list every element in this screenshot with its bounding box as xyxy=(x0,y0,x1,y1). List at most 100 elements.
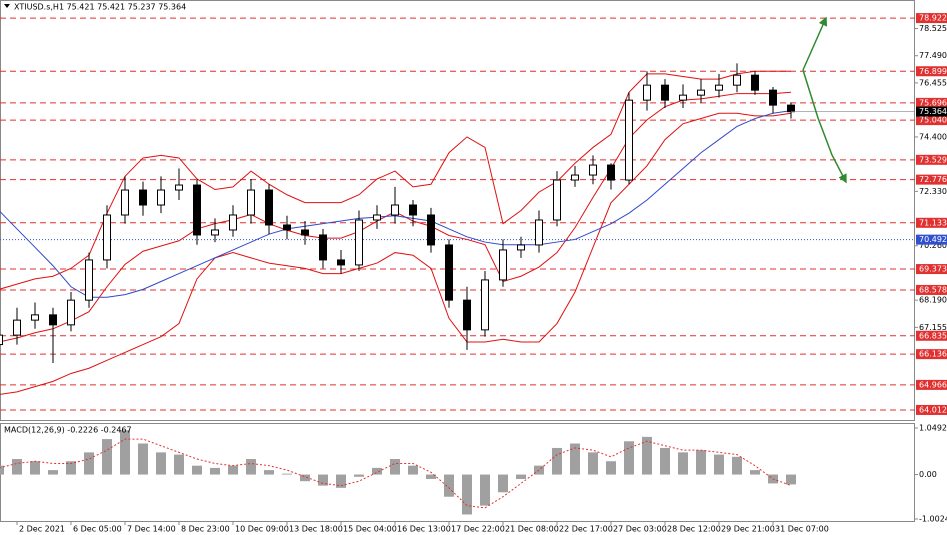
macd-bar xyxy=(732,456,742,475)
menu-triangle xyxy=(4,4,10,8)
level-label: 68.578 xyxy=(919,285,947,294)
macd-bar xyxy=(750,470,760,475)
macd-bar xyxy=(354,474,364,477)
candle-body xyxy=(373,214,381,221)
level-label-box xyxy=(916,349,947,360)
macd-frame xyxy=(0,423,915,522)
macd-bar xyxy=(264,470,274,475)
pivot-label: 70.492 xyxy=(919,235,947,244)
candle-body xyxy=(67,299,75,326)
macd-bar xyxy=(228,465,238,475)
candle-body xyxy=(607,164,615,181)
x-tick-label: 15 Dec 04:00 xyxy=(343,525,397,534)
level-label: 64.012 xyxy=(919,405,947,414)
x-tick-label: 22 Dec 17:00 xyxy=(559,525,613,534)
macd-bar xyxy=(138,443,148,475)
macd-bar xyxy=(462,474,472,515)
macd-bar xyxy=(120,430,130,475)
candle-body xyxy=(499,249,507,281)
y-tick-label: 68.190 xyxy=(919,296,947,305)
macd-bar xyxy=(426,474,436,479)
x-tick-label: 31 Dec 07:00 xyxy=(775,525,829,534)
candle-body xyxy=(301,229,309,236)
main-frame xyxy=(0,0,915,421)
level-label-box xyxy=(916,404,947,415)
level-label: 73.529 xyxy=(919,155,947,164)
y-tick-label: -1.0024 xyxy=(919,515,947,524)
level-label: 72.776 xyxy=(919,175,947,184)
candle-body xyxy=(13,319,21,336)
candle-body xyxy=(31,314,39,321)
macd-bar xyxy=(0,465,4,475)
macd-bar xyxy=(390,459,400,475)
level-label-box xyxy=(916,13,947,24)
last-price-label: 75.364 xyxy=(919,107,947,116)
candle-body xyxy=(751,74,759,91)
candle-body xyxy=(733,74,741,86)
candle-body xyxy=(355,219,363,266)
level-label: 69.373 xyxy=(919,265,947,274)
x-tick-label: 13 Dec 18:00 xyxy=(289,525,343,534)
level-label: 66.835 xyxy=(919,331,947,340)
y-tick-label: 78.525 xyxy=(919,24,947,33)
y-tick-label: 74.400 xyxy=(919,132,947,141)
x-tick-label: 10 Dec 09:00 xyxy=(235,525,289,534)
candle-body xyxy=(463,299,471,331)
macd-bar xyxy=(102,439,112,475)
candle-body xyxy=(679,94,687,101)
level-label-box xyxy=(916,154,947,165)
candle-body xyxy=(571,174,579,181)
candle-body xyxy=(625,99,633,181)
macd-bar xyxy=(552,447,562,475)
level-label: 75.040 xyxy=(919,116,947,125)
macd-bar xyxy=(30,461,40,475)
chart-title: XTIUSD.s,H1 75.421 75.421 75.237 75.364 xyxy=(14,3,186,12)
candle-body xyxy=(265,189,273,226)
candle-body xyxy=(391,204,399,216)
y-tick-label: 70.260 xyxy=(919,241,947,250)
y-tick-label: 0.00 xyxy=(919,470,937,479)
level-label-box xyxy=(916,330,947,341)
level-label: 76.899 xyxy=(919,67,947,76)
macd-bar xyxy=(498,474,508,493)
macd-bar xyxy=(606,461,616,475)
x-tick-label: 21 Dec 08:00 xyxy=(505,525,559,534)
candle-body xyxy=(283,224,291,231)
candle-body xyxy=(517,244,525,251)
candle-body xyxy=(481,279,489,331)
candle-body xyxy=(769,89,777,106)
candle-body xyxy=(643,84,651,101)
x-tick-label: 6 Dec 05:00 xyxy=(73,525,122,534)
level-label: 75.696 xyxy=(919,98,947,107)
macd-bar xyxy=(678,452,688,475)
macd-bar xyxy=(282,473,292,475)
macd-bar xyxy=(210,467,220,475)
x-tick-label: 17 Dec 22:00 xyxy=(451,525,505,534)
level-label-box xyxy=(916,284,947,295)
candle-body xyxy=(0,334,3,346)
x-tick-label: 7 Dec 14:00 xyxy=(127,525,176,534)
candle-body xyxy=(247,189,255,216)
candle-body xyxy=(49,314,57,326)
x-tick-label: 29 Dec 21:00 xyxy=(721,525,775,534)
macd-bar xyxy=(480,474,490,506)
candle-body xyxy=(535,219,543,246)
candle-body xyxy=(85,259,93,301)
candle-body xyxy=(229,214,237,231)
macd-bar xyxy=(156,452,166,475)
y-tick-label: 77.490 xyxy=(919,51,947,60)
macd-signal xyxy=(0,438,792,509)
macd-bar xyxy=(714,454,724,475)
level-label: 64.966 xyxy=(919,380,947,389)
macd-bar xyxy=(642,436,652,475)
macd-bar xyxy=(336,474,346,488)
macd-bar xyxy=(84,452,94,475)
macd-bar xyxy=(192,465,202,475)
level-label: 66.136 xyxy=(919,350,947,359)
level-label-box xyxy=(916,264,947,275)
arrow-down xyxy=(802,69,847,184)
macd-bar xyxy=(300,474,310,482)
forecast-arrows xyxy=(802,16,847,184)
